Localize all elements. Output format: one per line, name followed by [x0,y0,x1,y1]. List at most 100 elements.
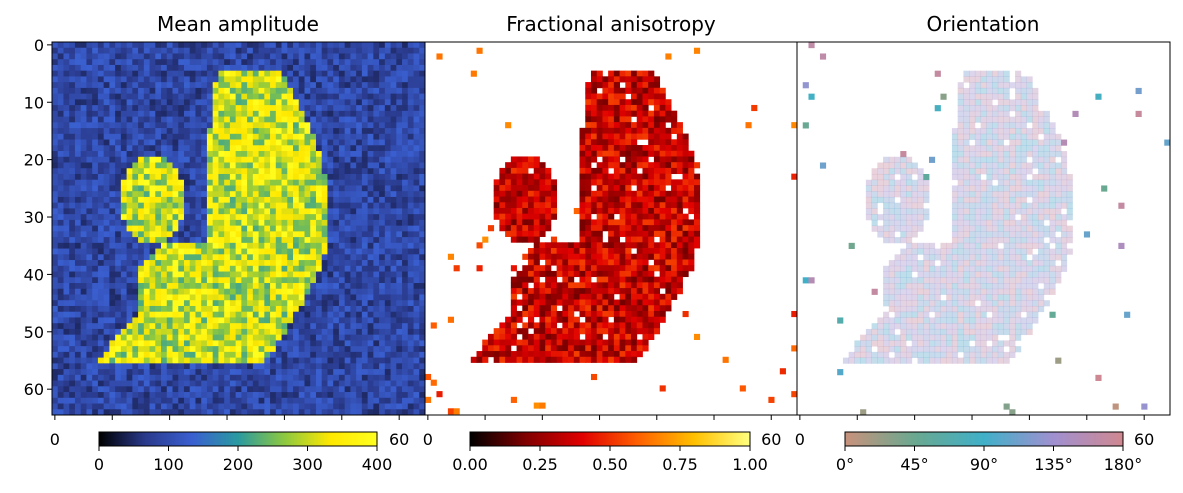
heatmap-cell [407,82,414,89]
heatmap-cell [270,145,277,152]
heatmap-cell [69,47,76,54]
heatmap-cell [608,76,615,83]
heatmap-cell [310,242,317,249]
heatmap-cell [132,260,139,267]
heatmap-cell [407,156,414,163]
heatmap-cell [212,311,219,318]
heatmap-cell [57,397,64,404]
heatmap-cell [241,122,248,129]
heatmap-cell [212,82,219,89]
heatmap-cell [166,162,173,169]
heatmap-cell [92,110,99,117]
heatmap-cell [115,403,122,410]
y-tick-label: 60 [24,380,44,399]
heatmap-cell [258,237,265,244]
heatmap-cell [74,254,82,261]
heatmap-cell [361,300,369,307]
heatmap-cell [258,47,265,54]
heatmap-cell [224,225,231,232]
heatmap-cell [63,110,70,117]
heatmap-cell [80,202,87,209]
heatmap-cell [109,214,116,221]
heatmap-cell [293,185,300,192]
heatmap-cell [608,173,615,180]
heatmap-cell [57,277,64,284]
heatmap-cell [350,122,357,129]
heatmap-cell [155,305,162,313]
heatmap-cell [293,237,300,244]
heatmap-cell [258,162,265,169]
heatmap-cell [671,110,678,117]
heatmap-cell [235,403,242,410]
heatmap-cell [379,283,386,290]
heatmap-cell [356,173,363,181]
heatmap-cell [149,242,156,249]
heatmap-cell [126,179,133,186]
heatmap-cell [235,328,242,336]
heatmap-cell [350,277,357,284]
heatmap-cell [413,363,420,370]
heatmap-cell [229,179,237,186]
heatmap-cell [97,173,105,181]
heatmap-cell [356,294,363,301]
heatmap-cell [63,214,70,221]
heatmap-cell [74,294,82,301]
heatmap-cell [631,167,638,175]
heatmap-cell [396,305,403,313]
heatmap-cell [103,162,110,169]
heatmap-cell [218,231,225,238]
heatmap-cell [195,260,202,267]
heatmap-cell [270,116,277,123]
heatmap-cell [155,340,162,347]
heatmap-cell [120,346,127,353]
heatmap-cell [304,208,311,215]
heatmap-cell [361,397,369,404]
heatmap-cell [115,116,122,123]
heatmap-cell [533,167,540,175]
heatmap-cell [201,110,208,117]
heatmap-cell [52,208,59,215]
heatmap-cell [281,323,288,330]
heatmap-cell [579,150,586,157]
heatmap-cell [315,93,323,100]
heatmap-cell [390,116,397,123]
heatmap-cell [69,369,76,376]
heatmap-cell [275,351,282,359]
heatmap-cell [373,76,380,83]
heatmap-cell [92,162,99,169]
heatmap-cell [407,288,414,295]
heatmap-cell [229,386,237,393]
heatmap-cell [138,122,145,129]
heatmap-cell [97,265,105,272]
heatmap-cell [252,93,259,100]
heatmap-cell [402,53,409,60]
heatmap-cell [390,346,397,353]
heatmap-cell [241,214,248,221]
heatmap-cell [103,122,110,129]
heatmap-cell [229,283,237,290]
heatmap-cell [206,380,214,387]
heatmap-cell [172,271,179,278]
heatmap-cell [298,59,305,66]
heatmap-cell [293,340,300,347]
heatmap-cell [298,122,305,129]
heatmap-cell [218,242,225,249]
heatmap-cell [161,151,168,158]
heatmap-cell [287,254,294,261]
heatmap-cell [413,323,420,330]
heatmap-cell [229,334,237,341]
heatmap-cell [356,254,363,261]
heatmap-cell [321,202,328,209]
heatmap-cell [52,225,59,232]
heatmap-cell [310,202,317,209]
heatmap-cell [659,173,666,180]
heatmap-cell [138,409,145,415]
heatmap-cell [315,168,323,175]
heatmap-cell [310,328,317,336]
heatmap-cell [293,59,300,66]
heatmap-cell [373,122,380,129]
heatmap-cell [264,116,271,123]
heatmap-cell [338,409,346,415]
heatmap-cell [367,254,374,261]
heatmap-cell [241,42,248,49]
